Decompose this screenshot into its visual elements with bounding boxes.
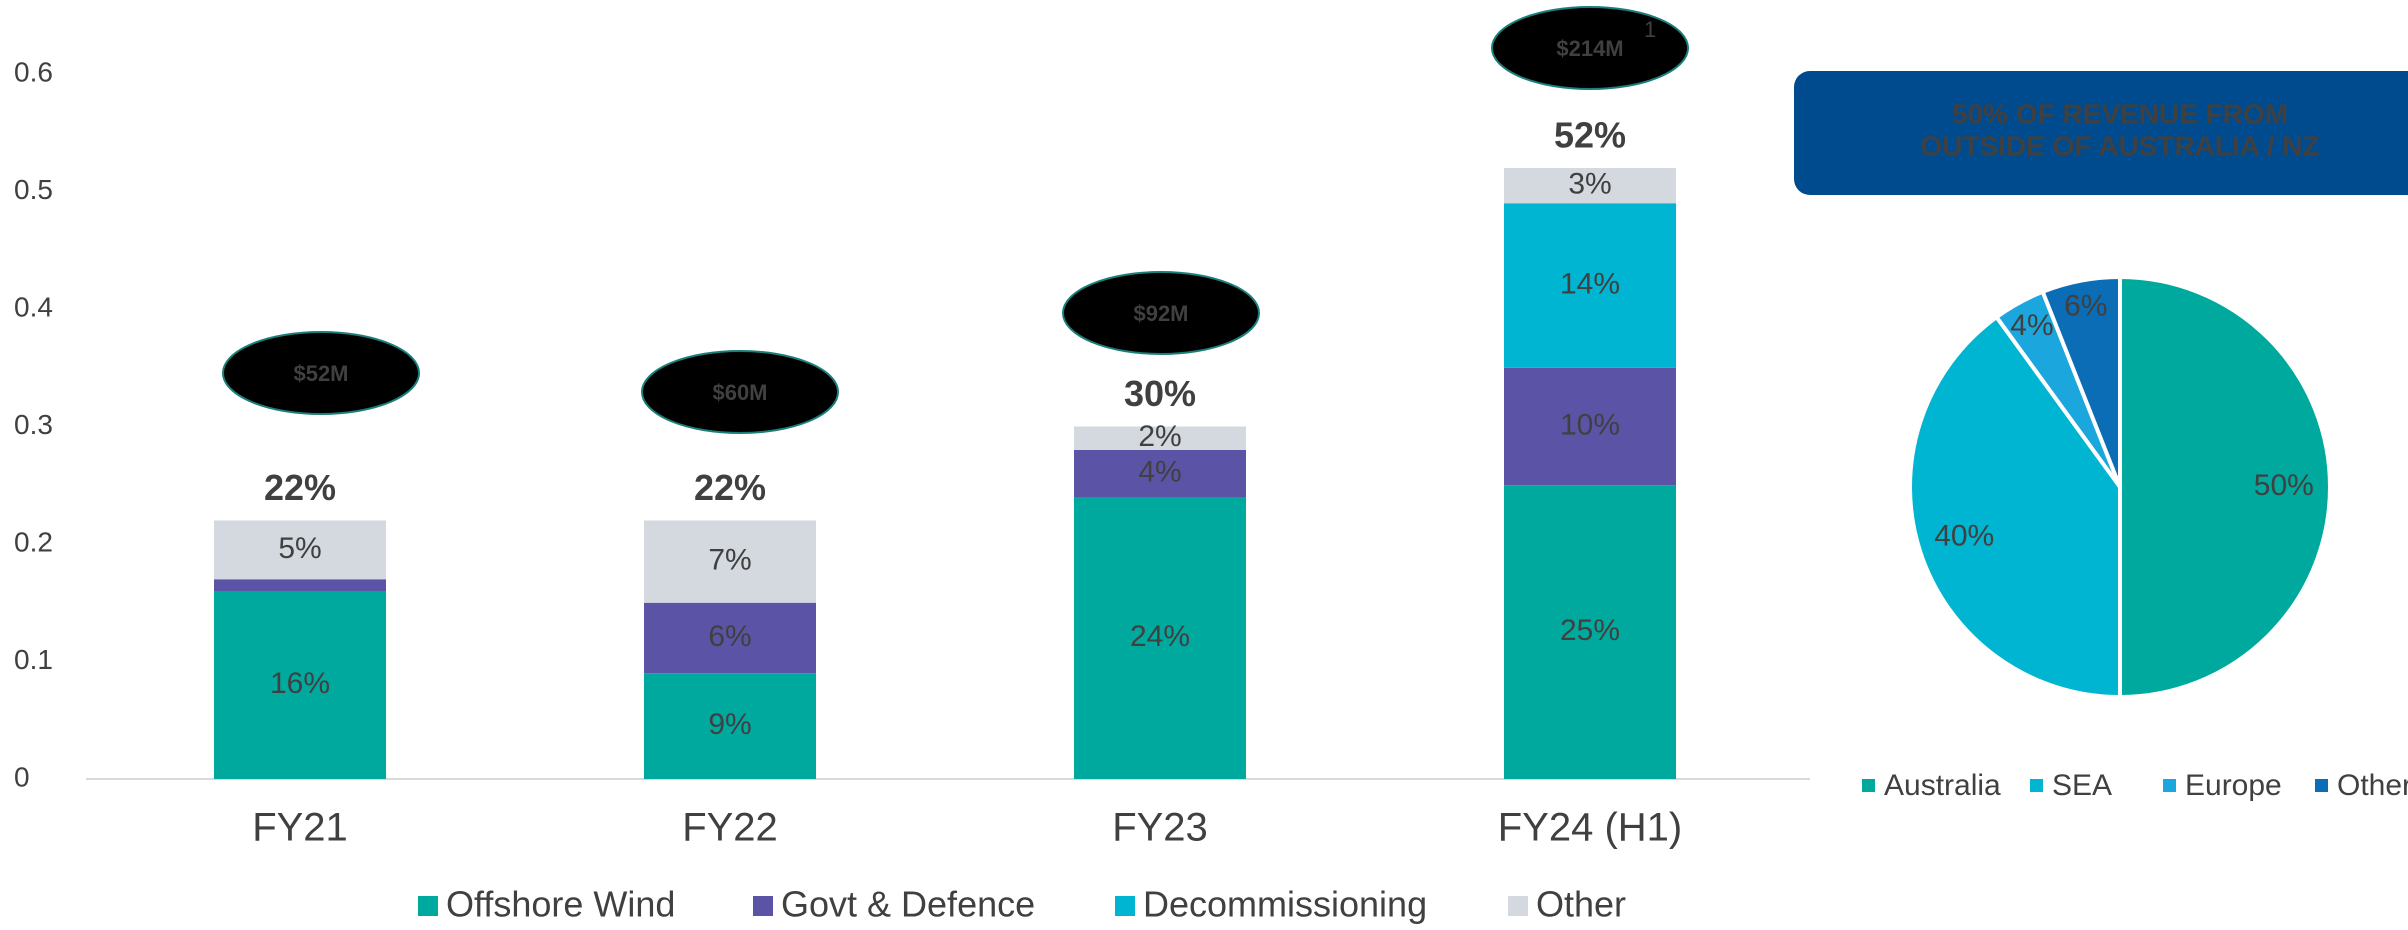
y-tick-label: 0 (14, 761, 30, 792)
y-tick-label: 0.5 (14, 174, 53, 205)
legend-label: SEA (2052, 769, 2112, 802)
legend-label: Europe (2185, 769, 2282, 802)
legend-swatch (2315, 779, 2328, 792)
legend-label: Other (2337, 769, 2408, 802)
revenue-label: $60M (712, 380, 767, 405)
title-box (1794, 71, 2408, 195)
footnote-marker: 1 (1644, 17, 1656, 42)
legend-label: Decommissioning (1143, 884, 1427, 925)
slice-label: 40% (1934, 520, 1994, 553)
bar-segment (214, 520, 386, 580)
legend-swatch (2030, 779, 2043, 792)
bar-segment (1504, 168, 1676, 204)
value-label: 16% (270, 667, 330, 700)
revenue-bubble (1491, 6, 1689, 90)
bar-segment (644, 520, 816, 603)
slice-label: 50% (2254, 469, 2314, 502)
bar-segment (644, 673, 816, 779)
y-tick-label: 0.3 (14, 409, 53, 440)
bar-segment (1074, 497, 1246, 779)
value-label: 10% (1560, 408, 1620, 441)
pie-slice (1908, 314, 2122, 700)
x-tick-label: FY21 (252, 806, 348, 850)
y-tick-label: 0.2 (14, 526, 53, 557)
total-label: 30% (1124, 373, 1196, 414)
bar-segment (1504, 485, 1676, 779)
revenue-label: $214M (1556, 36, 1623, 61)
legend-swatch (1508, 896, 1528, 916)
y-tick-label: 0.6 (14, 56, 53, 87)
y-tick-label: 0.4 (14, 291, 53, 322)
x-tick-label: FY23 (1112, 806, 1208, 850)
value-label: 9% (708, 708, 751, 741)
bar-segment (214, 591, 386, 779)
value-label: 24% (1130, 620, 1190, 653)
total-label: 22% (694, 467, 766, 508)
legend-label: Offshore Wind (446, 884, 675, 925)
value-label: 6% (708, 620, 751, 653)
revenue-bubble (1062, 271, 1260, 355)
value-label: 14% (1560, 267, 1620, 300)
slice-label: 4% (2010, 309, 2053, 342)
value-label: 7% (708, 544, 751, 577)
slice-label: 6% (2064, 289, 2107, 322)
total-label: 52% (1554, 115, 1626, 156)
value-label: 4% (1138, 455, 1181, 488)
legend-swatch (1115, 896, 1135, 916)
revenue-bubble (641, 350, 839, 434)
x-tick-label: FY24 (H1) (1498, 806, 1683, 850)
bar-segment (1074, 450, 1246, 497)
revenue-bubble (222, 331, 420, 415)
value-label: 2% (1138, 420, 1181, 453)
bar-segment (214, 579, 386, 591)
chart-title: 50% OF REVENUE FROM (1952, 98, 2288, 129)
legend-swatch (2163, 779, 2176, 792)
legend-swatch (1862, 779, 1875, 792)
pie-slice (2040, 274, 2122, 488)
bar-segment (1074, 426, 1246, 450)
legend-label: Australia (1884, 769, 2001, 802)
value-label: 5% (278, 532, 321, 565)
revenue-label: $92M (1133, 301, 1188, 326)
bar-segment (644, 602, 816, 674)
legend-swatch (418, 896, 438, 916)
value-label: 25% (1560, 614, 1620, 647)
y-tick-label: 0.1 (14, 644, 53, 675)
total-label: 22% (264, 467, 336, 508)
x-tick-label: FY22 (682, 806, 778, 850)
bar-segment (1504, 367, 1676, 486)
value-label: 3% (1568, 168, 1611, 201)
chart-title: OUTSIDE OF AUSTRALIA / NZ (1920, 130, 2319, 161)
bar-segment (1504, 203, 1676, 368)
legend-label: Govt & Defence (781, 884, 1035, 925)
legend-swatch (753, 896, 773, 916)
legend-label: Other (1536, 884, 1626, 925)
pie-slice (2118, 274, 2332, 700)
revenue-label: $52M (293, 361, 348, 386)
